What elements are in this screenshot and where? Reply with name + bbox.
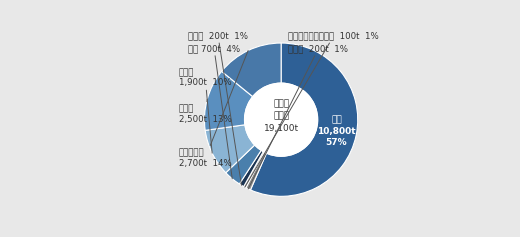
Wedge shape (239, 150, 263, 187)
Text: 紙、木、ダンボール  100t  1%: 紙、木、ダンボール 100t 1% (245, 31, 379, 187)
Wedge shape (246, 152, 267, 190)
Circle shape (244, 83, 318, 156)
Wedge shape (244, 151, 264, 188)
Wedge shape (204, 71, 253, 130)
Text: 廃棄物
発生量
19,100t: 廃棄物 発生量 19,100t (264, 99, 298, 133)
Wedge shape (222, 43, 281, 97)
Wedge shape (205, 125, 255, 173)
Text: その他  200t  1%: その他 200t 1% (248, 44, 348, 189)
Text: 金属
10,800t
57%: 金属 10,800t 57% (317, 115, 356, 147)
Text: 汚泥 700t  4%: 汚泥 700t 4% (188, 44, 240, 179)
Wedge shape (226, 145, 261, 184)
Text: 廃油、廃液
2,700t  14%: 廃油、廃液 2,700t 14% (179, 50, 248, 168)
Text: 摩擦材
1,900t  10%: 摩擦材 1,900t 10% (179, 68, 231, 153)
Text: 廃プラ  200t  1%: 廃プラ 200t 1% (188, 31, 248, 185)
Wedge shape (251, 43, 358, 196)
Text: 鉱さい
2,500t  13%: 鉱さい 2,500t 13% (179, 99, 231, 124)
